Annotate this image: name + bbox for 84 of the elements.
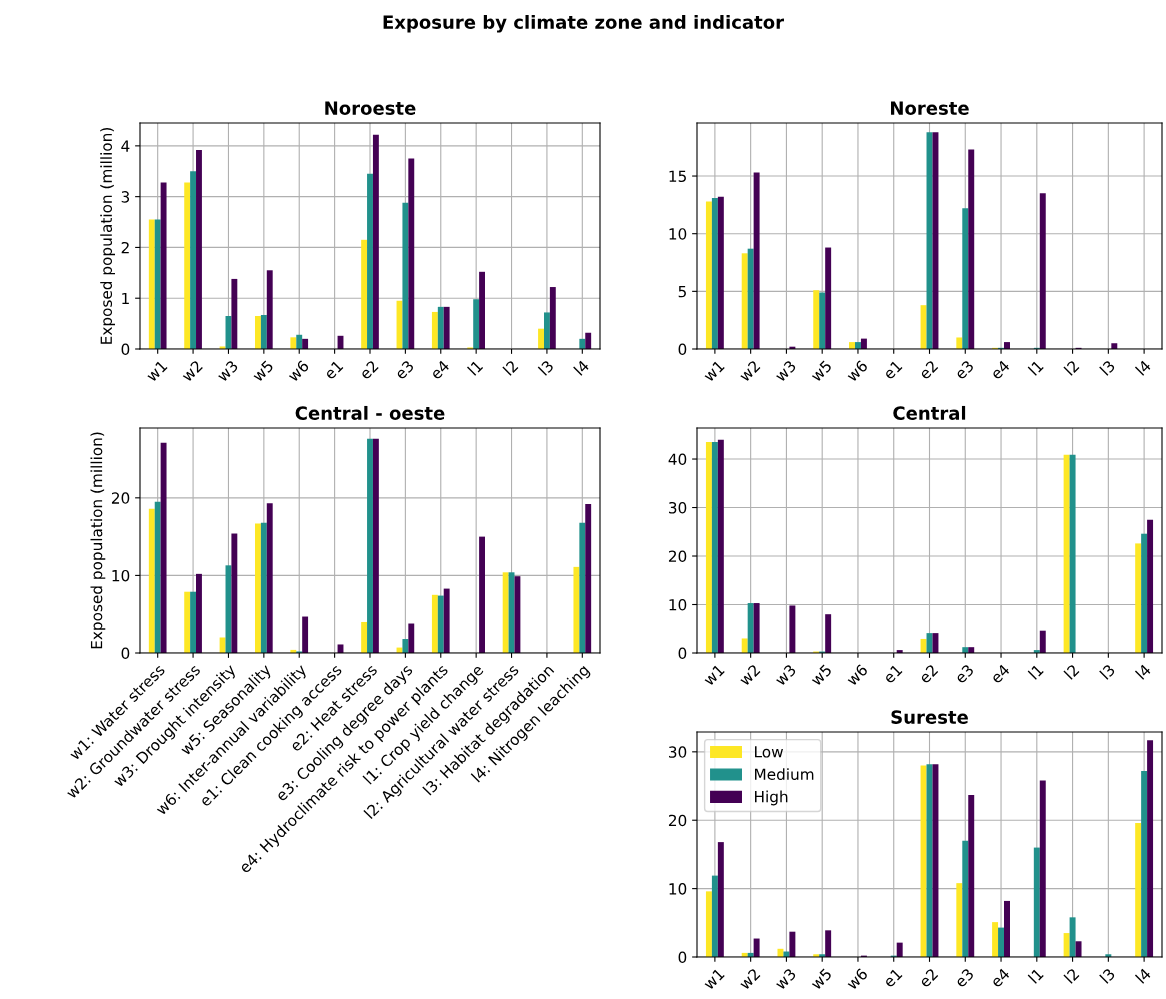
x-tick-label: e2 — [918, 664, 939, 685]
y-tick-label: 0 — [678, 647, 687, 660]
legend-label: High — [755, 790, 788, 806]
x-tick-label: w1 — [702, 664, 725, 687]
x-tick-label: e2 — [918, 968, 939, 989]
chart-title: Noreste — [891, 101, 969, 115]
x-tick-label: l1 — [1027, 663, 1044, 680]
x-tick-label: l4 — [1134, 663, 1152, 680]
y-tick-label: 10 — [669, 598, 687, 611]
x-tick-label: e3 — [954, 359, 975, 381]
y-tick-label: 0 — [678, 951, 687, 964]
y-axis-title: Exposed population (million) — [100, 128, 115, 344]
y-tick-label: 3 — [121, 191, 130, 203]
x-tick-label: e3 — [394, 359, 415, 381]
x-tick-label: e1 — [882, 360, 903, 381]
y-tick-label: 10 — [112, 569, 130, 582]
y-tick-label: 4 — [121, 140, 130, 152]
x-tick-label: w3 — [773, 359, 797, 383]
x-tick-label: w5 — [251, 360, 274, 383]
x-tick-label: e3 — [954, 967, 975, 989]
y-tick-label: 15 — [669, 170, 686, 183]
legend-label: Medium — [755, 768, 814, 780]
x-tick-label: w5 — [809, 664, 833, 687]
y-tick-label: 1 — [122, 292, 129, 305]
x-tick-label: l2 — [1063, 663, 1080, 680]
y-tick-label: 10 — [669, 883, 687, 895]
x-tick-label: e1 — [882, 664, 903, 685]
text: Exposure by climate zone and indicator — [383, 14, 784, 33]
x-tick-label: w6 — [845, 359, 869, 383]
x-tick-label: l3 — [1099, 663, 1116, 680]
x-tick-label: e4 — [989, 967, 1011, 989]
chart-title: Noroeste — [325, 101, 416, 115]
x-tick-label: e1 — [882, 968, 903, 989]
x-tick-label: l4 — [1134, 967, 1152, 984]
y-tick-label: 10 — [669, 228, 687, 240]
x-tick-label: l2 — [1063, 359, 1080, 376]
y-tick-label: 0 — [678, 343, 687, 356]
x-tick-label: e2 — [918, 360, 939, 381]
x-tick-label: w6 — [845, 663, 869, 687]
y-tick-label: 0 — [121, 647, 130, 660]
x-tick-label: l4 — [1134, 359, 1152, 376]
x-tick-label: l3 — [1099, 967, 1116, 984]
x-tick-label: e4 — [429, 359, 451, 381]
y-tick-label: 2 — [121, 241, 129, 254]
x-tick-label: w3 — [773, 967, 797, 991]
x-tick-label: w2 — [738, 663, 761, 687]
x-tick-label: l3 — [1099, 359, 1116, 376]
y-axis-title: Exposed population (million) — [90, 432, 106, 649]
y-tick-label: 5 — [678, 286, 686, 298]
x-tick-label: l2 — [1063, 967, 1080, 984]
x-tick-label: w5 — [809, 360, 833, 383]
y-tick-label: 30 — [669, 501, 687, 514]
x-tick-label: w1 — [145, 360, 168, 383]
chart-title: Sureste — [891, 710, 968, 724]
y-tick-label: 40 — [668, 453, 687, 466]
x-tick-label: w3 — [216, 359, 239, 383]
x-tick-label: w3 — [773, 663, 797, 687]
x-tick-label: w6 — [286, 359, 310, 383]
x-tick-label: w6 — [845, 967, 869, 991]
x-tick-label: w1 — [702, 968, 725, 991]
x-tick-label: e3 — [954, 663, 975, 685]
chart-title: Central — [893, 405, 966, 420]
chart-title: Central - oeste — [295, 405, 445, 420]
x-tick-label: l1 — [1027, 359, 1044, 376]
x-tick-label: l3 — [537, 359, 555, 376]
y-tick-label: 30 — [669, 746, 687, 758]
x-tick-label: l4 — [573, 359, 590, 376]
y-tick-label: 0 — [121, 343, 130, 356]
x-tick-label: l1 — [1027, 967, 1044, 984]
x-tick-label: w1 — [702, 360, 725, 383]
x-tick-label: w2 — [738, 967, 761, 991]
x-tick-label: w2 — [738, 359, 761, 383]
x-tick-label: w2 — [180, 359, 203, 383]
x-tick-label: l2 — [502, 359, 519, 376]
x-tick-label: l1 — [467, 359, 484, 376]
x-tick-label: e1 — [323, 360, 344, 381]
y-tick-label: 20 — [111, 492, 130, 504]
x-tick-label: e4 — [989, 359, 1011, 381]
x-tick-label: w5 — [809, 968, 833, 991]
y-tick-label: 20 — [668, 814, 687, 827]
y-tick-label: 20 — [668, 550, 687, 563]
x-tick-label: e2 — [358, 360, 379, 381]
x-tick-label: e4 — [989, 663, 1011, 685]
legend-label: Low — [755, 746, 783, 758]
